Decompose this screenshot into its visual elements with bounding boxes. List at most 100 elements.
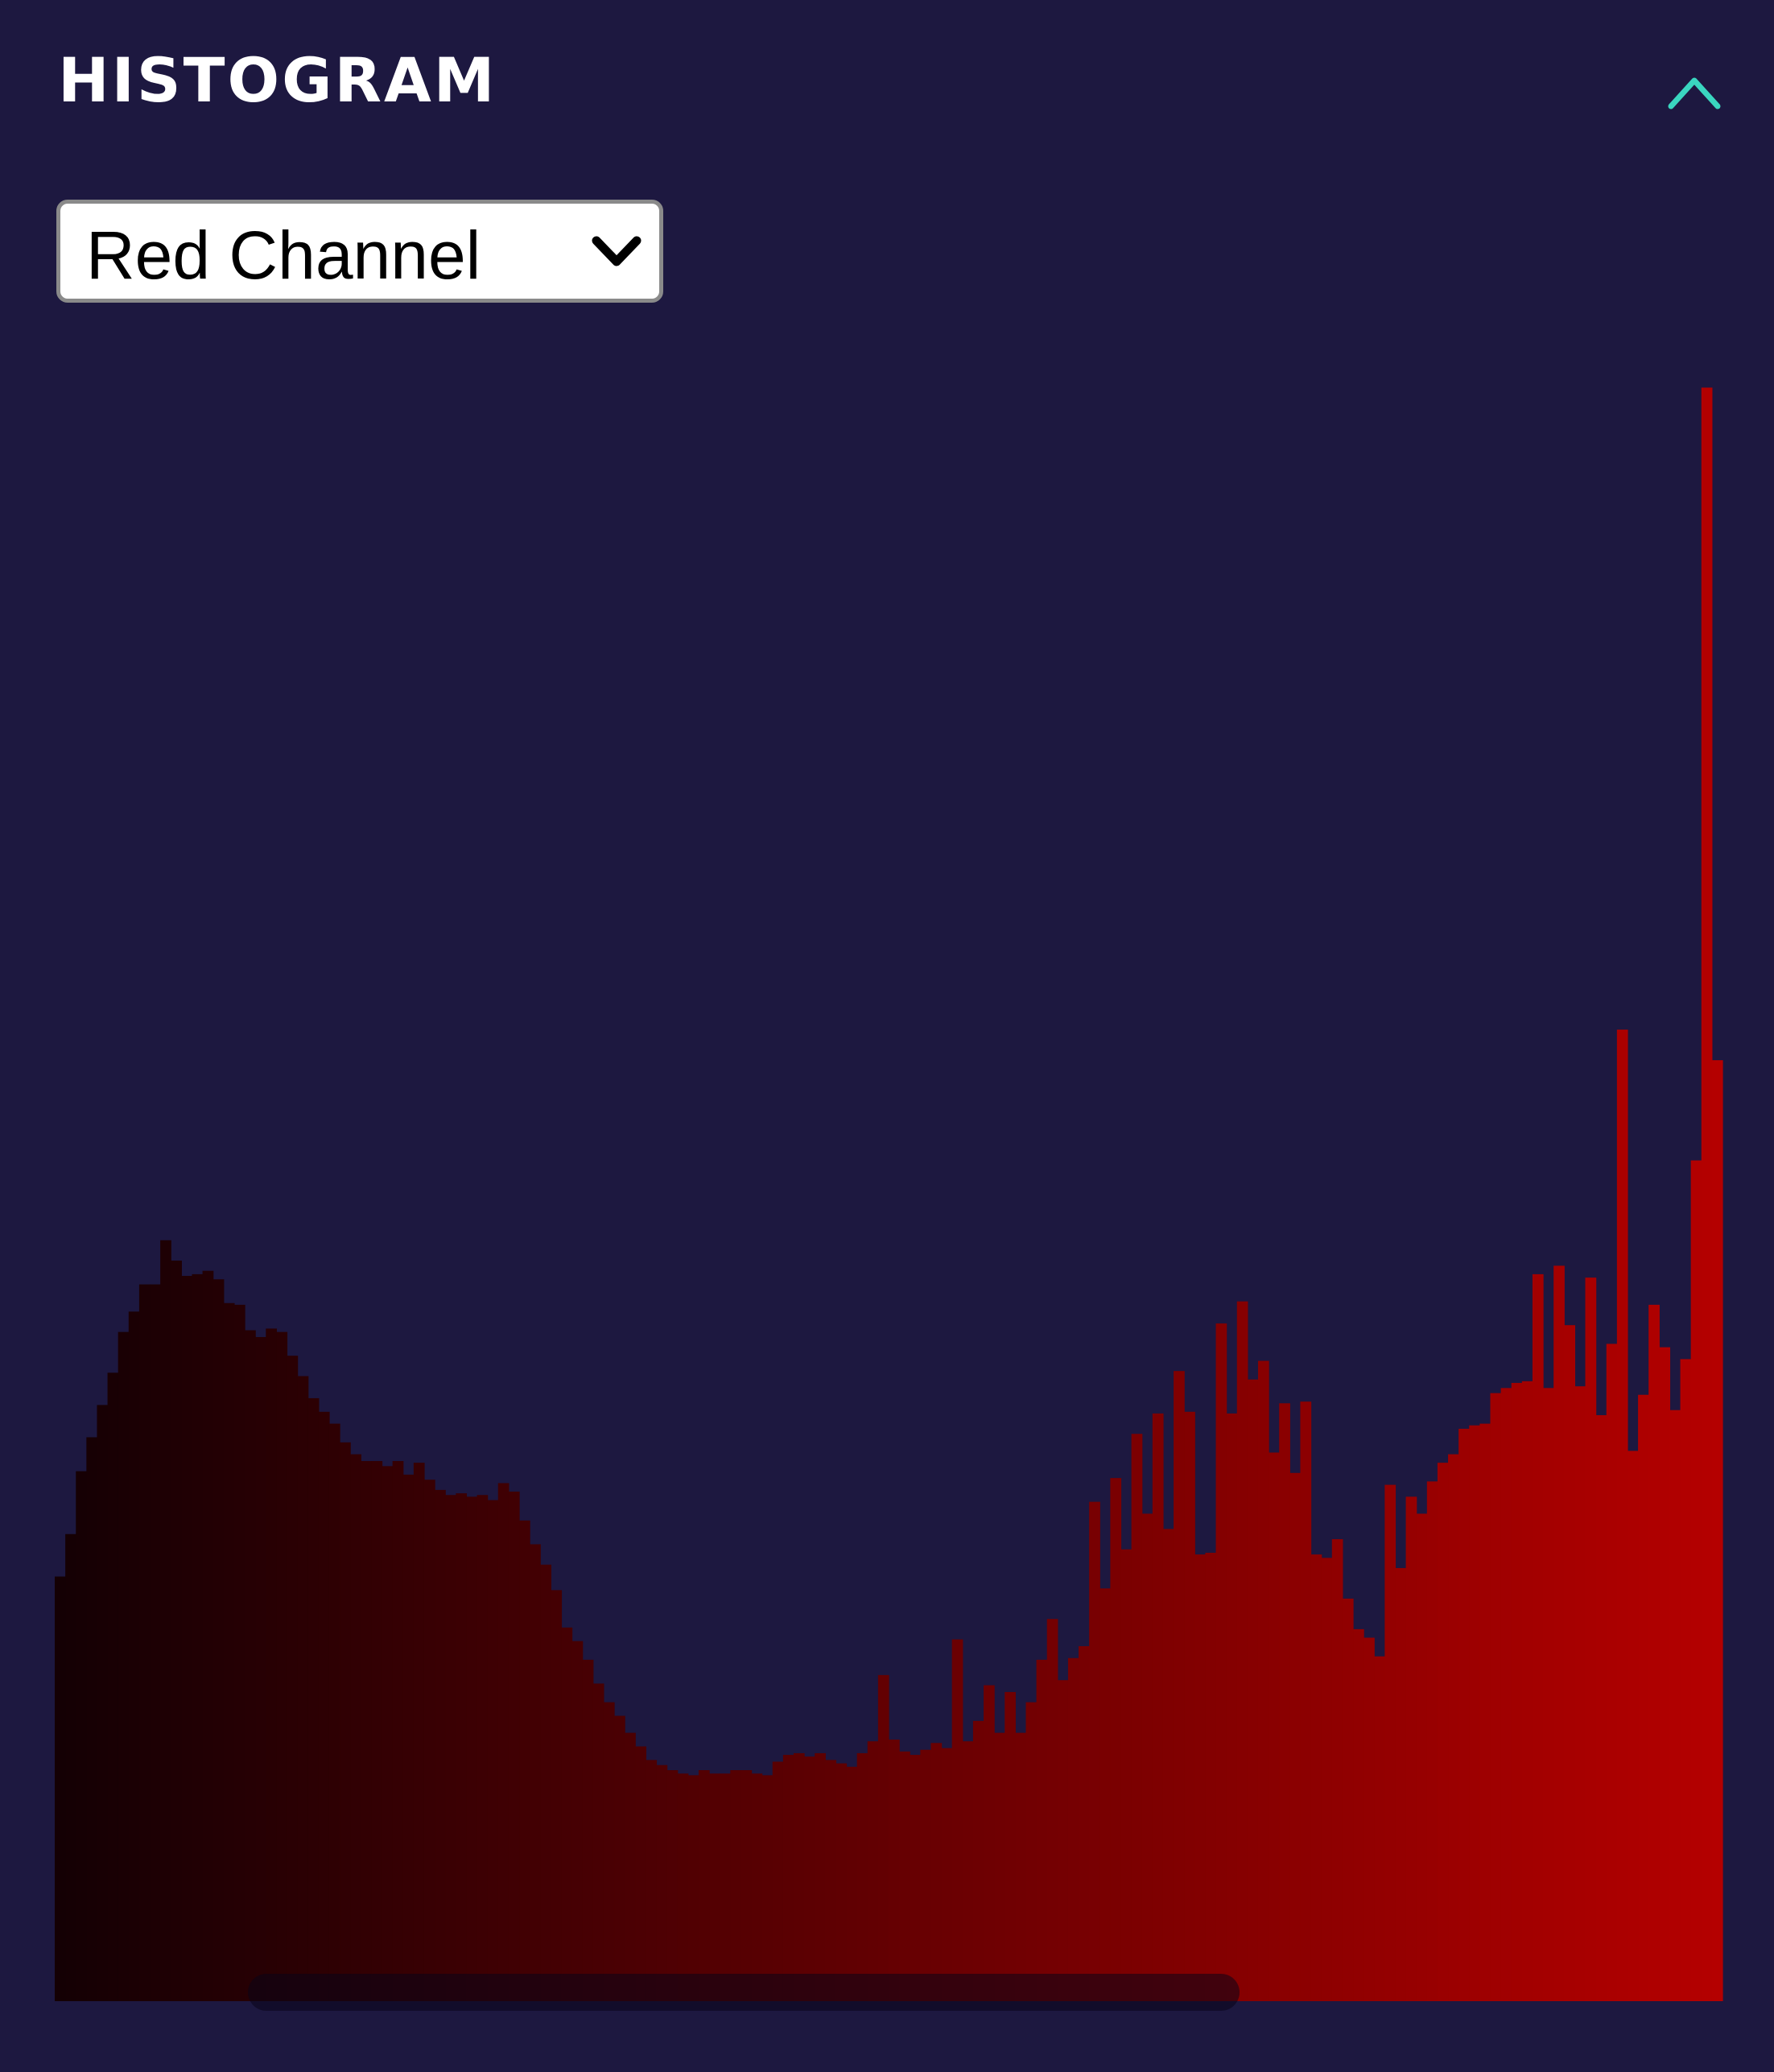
histogram-bar [1247, 1379, 1259, 2001]
histogram-bar [815, 1752, 826, 2001]
histogram-bar [910, 1755, 921, 2001]
histogram-bar [1395, 1567, 1407, 2001]
histogram-bar [889, 1740, 900, 2001]
histogram-bar [1648, 1304, 1660, 2001]
histogram-bar [97, 1405, 109, 2001]
histogram-bar [782, 1755, 794, 2001]
histogram-bar [1574, 1386, 1586, 2001]
histogram-bar [477, 1495, 489, 2001]
histogram-bar [635, 1746, 646, 2001]
histogram-bar [255, 1336, 266, 2001]
histogram-bar [76, 1471, 87, 2001]
histogram-bar [741, 1770, 753, 2001]
histogram-bar [519, 1520, 530, 2001]
histogram-bar [687, 1775, 699, 2001]
histogram-bar [561, 1627, 573, 2001]
histogram-bar [930, 1743, 943, 2001]
histogram-bar [107, 1372, 119, 2001]
histogram-bar [150, 1284, 161, 2001]
histogram-bar [1364, 1637, 1375, 2001]
histogram-bar [603, 1702, 615, 2001]
histogram-bar [233, 1304, 245, 2001]
histogram-bar [761, 1775, 774, 2001]
histogram-bar [1269, 1452, 1280, 2001]
histogram-bar [582, 1659, 594, 2001]
histogram-bar [793, 1752, 805, 2001]
histogram-bar [371, 1461, 383, 2001]
histogram-bar [1215, 1323, 1227, 2001]
histogram-bar [340, 1442, 351, 2001]
histogram-bar [951, 1639, 963, 2001]
histogram-bar [1300, 1401, 1312, 2001]
histogram-bar [402, 1474, 415, 2001]
histogram-bar [392, 1461, 404, 2001]
histogram-bar [825, 1760, 837, 2001]
histogram-bar [614, 1715, 625, 2001]
histogram-bar [698, 1770, 710, 2001]
histogram-bar [223, 1302, 235, 2001]
histogram-bar [1680, 1359, 1692, 2001]
histogram-bar [1353, 1628, 1364, 2001]
histogram-bar [435, 1489, 446, 2001]
histogram-bar [1638, 1394, 1649, 2001]
histogram-bar [212, 1279, 225, 2001]
histogram-bar [994, 1732, 1005, 2001]
histogram-bar [1711, 1060, 1723, 2001]
histogram-bar [1289, 1472, 1302, 2001]
histogram-bar [1141, 1513, 1153, 2001]
histogram-bar [1099, 1588, 1111, 2001]
histogram-bar [1416, 1513, 1428, 2001]
histogram-bar [1384, 1484, 1397, 2001]
histogram-bar [1046, 1619, 1058, 2001]
histogram-bar [318, 1411, 330, 2001]
histogram-bar [350, 1454, 361, 2001]
histogram-bar [1659, 1347, 1671, 2001]
histogram-bar [1469, 1425, 1480, 2001]
histogram-bar [646, 1760, 658, 2001]
histogram-bar [202, 1270, 214, 2001]
histogram-bar [171, 1261, 182, 2001]
collapse-button[interactable] [1658, 64, 1731, 121]
histogram-bar [1669, 1410, 1681, 2001]
channel-select[interactable]: Red Channel [56, 200, 663, 303]
histogram-bar [276, 1331, 288, 2001]
histogram-bar [1374, 1656, 1385, 2001]
histogram-bar [1184, 1411, 1195, 2001]
histogram-bar [1690, 1160, 1702, 2001]
histogram-bar [1543, 1388, 1554, 2001]
histogram-bar [1152, 1413, 1164, 2001]
histogram-bar [192, 1273, 204, 2001]
histogram-bar [1331, 1539, 1343, 2001]
histogram-bar [508, 1492, 520, 2001]
histogram-bar [751, 1773, 763, 2001]
histogram-bar [571, 1641, 584, 2001]
histogram-bar [856, 1752, 868, 2001]
histogram-bar [666, 1770, 679, 2001]
histogram-bar [307, 1397, 320, 2001]
histogram-bar [677, 1773, 689, 2001]
histogram-bar [1036, 1659, 1048, 2001]
histogram-bar [1057, 1680, 1069, 2001]
histogram-bar [899, 1751, 910, 2001]
histogram-bar [86, 1437, 98, 2001]
histogram-bar [920, 1749, 932, 2001]
histogram-bar [1310, 1554, 1322, 2001]
histogram-bar [1174, 1371, 1185, 2001]
histogram-bar [1321, 1558, 1333, 2001]
histogram-bar [287, 1356, 299, 2001]
histogram-bar [972, 1720, 984, 2001]
histogram-bar [1342, 1598, 1354, 2001]
histogram-bar [1585, 1277, 1597, 2001]
histogram-bar [1226, 1413, 1238, 2001]
histogram-bar [877, 1674, 889, 2001]
horizontal-scrollbar-thumb[interactable] [248, 1974, 1240, 2011]
histogram-bar [1120, 1549, 1132, 2001]
histogram-bar [1627, 1451, 1639, 2001]
histogram-bar [65, 1533, 76, 2001]
histogram-bar [1595, 1415, 1607, 2001]
histogram-bar [1437, 1463, 1449, 2001]
histogram-bar [1131, 1434, 1143, 2001]
histogram-bar [413, 1463, 425, 2001]
histogram-bar [1110, 1478, 1122, 2001]
